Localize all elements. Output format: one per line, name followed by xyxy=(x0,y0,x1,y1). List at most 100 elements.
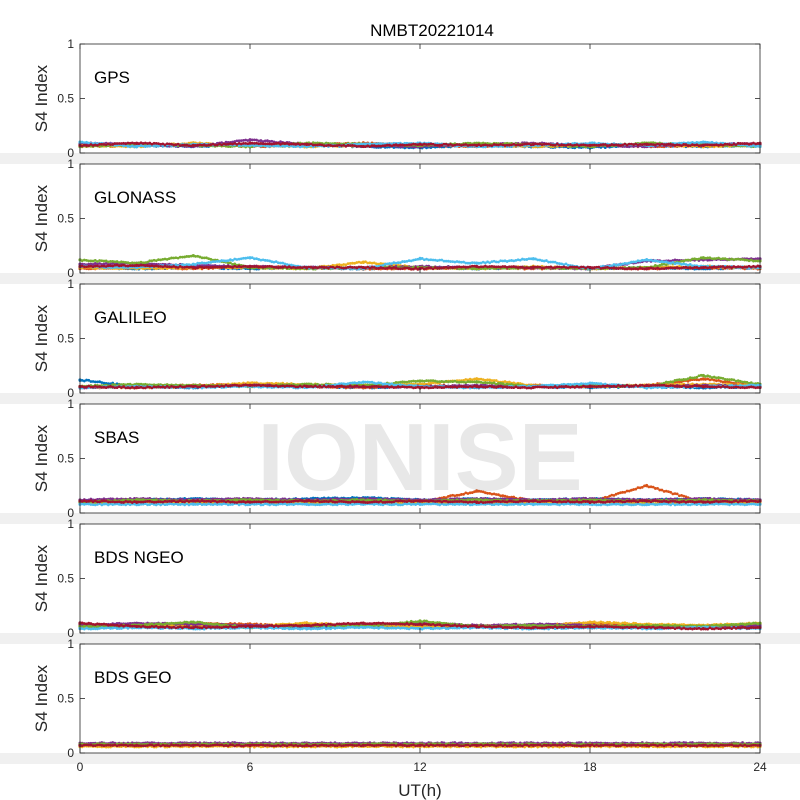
data-point xyxy=(418,257,422,261)
data-point xyxy=(324,141,328,145)
data-point xyxy=(244,144,248,147)
data-point xyxy=(87,141,91,145)
data-point xyxy=(231,140,234,144)
data-point xyxy=(531,257,535,261)
data-point xyxy=(377,142,380,146)
data-point xyxy=(475,261,479,265)
data-point xyxy=(316,141,319,145)
data-point xyxy=(361,144,365,149)
data-point xyxy=(305,265,309,270)
data-point xyxy=(425,146,428,150)
data-point xyxy=(224,140,228,144)
data-point xyxy=(283,145,287,148)
data-point xyxy=(130,144,134,148)
data-point xyxy=(475,264,479,269)
data-point xyxy=(531,265,535,270)
plot-area xyxy=(80,284,760,393)
data-point xyxy=(248,256,252,260)
data-point xyxy=(603,146,607,150)
data-point xyxy=(701,143,705,147)
data-point xyxy=(296,144,300,148)
data-point xyxy=(259,144,263,148)
data-point xyxy=(266,139,269,143)
data-point xyxy=(157,144,160,148)
data-point xyxy=(645,267,649,271)
data-point xyxy=(287,144,291,148)
data-point xyxy=(239,139,243,142)
data-point xyxy=(396,141,400,145)
data-point xyxy=(255,143,258,147)
data-point xyxy=(248,138,252,142)
panel-separator xyxy=(0,153,800,164)
data-point xyxy=(255,138,258,142)
data-point xyxy=(252,144,256,148)
data-point xyxy=(627,145,631,149)
data-point xyxy=(292,145,295,148)
data-point xyxy=(261,140,265,143)
data-point xyxy=(270,139,274,143)
y-axis-label: S4 Index xyxy=(32,64,51,132)
y-tick-label: 0.5 xyxy=(57,92,74,106)
data-point xyxy=(357,142,361,146)
data-point xyxy=(248,264,252,269)
data-point xyxy=(143,145,147,148)
data-point xyxy=(298,145,302,149)
data-point xyxy=(333,141,337,145)
data-point xyxy=(152,144,156,148)
data-point xyxy=(503,142,507,145)
data-point xyxy=(228,145,232,149)
data-point xyxy=(85,140,88,144)
data-point xyxy=(403,141,407,145)
data-point xyxy=(128,145,132,148)
panel-separator xyxy=(0,273,800,284)
data-point xyxy=(479,142,483,145)
data-point xyxy=(252,138,256,142)
data-point xyxy=(294,145,298,148)
data-point xyxy=(263,144,267,148)
data-point xyxy=(146,144,149,148)
data-point xyxy=(276,144,280,148)
data-point xyxy=(392,146,396,149)
data-point xyxy=(82,141,86,145)
y-tick-label: 0.5 xyxy=(57,212,74,226)
y-tick-label: 1 xyxy=(67,157,74,171)
data-point xyxy=(311,141,315,145)
data-point xyxy=(266,144,269,148)
data-point xyxy=(531,142,535,146)
data-point xyxy=(191,253,195,258)
y-tick-label: 1 xyxy=(67,37,74,51)
data-point xyxy=(368,142,372,146)
data-point xyxy=(701,265,705,270)
data-point xyxy=(248,141,252,145)
data-point xyxy=(268,144,272,148)
figure-title: NMBT20221014 xyxy=(370,21,494,40)
data-point xyxy=(279,140,282,144)
data-point xyxy=(135,263,139,267)
data-point xyxy=(237,144,241,148)
data-point xyxy=(645,142,649,146)
data-point xyxy=(300,145,304,148)
data-point xyxy=(268,139,272,143)
data-point xyxy=(80,140,84,144)
data-point xyxy=(191,265,195,270)
data-point xyxy=(242,138,245,142)
data-point xyxy=(250,138,254,142)
data-point xyxy=(281,144,285,148)
data-point xyxy=(701,140,705,144)
data-point xyxy=(154,143,158,147)
data-point xyxy=(148,144,152,148)
plot-area xyxy=(80,44,760,153)
data-point xyxy=(244,138,248,142)
data-point xyxy=(361,260,365,264)
data-point xyxy=(237,139,241,143)
data-point xyxy=(191,262,195,266)
data-point xyxy=(475,143,479,147)
data-point xyxy=(375,142,378,146)
data-point xyxy=(466,141,470,145)
data-point xyxy=(305,142,309,146)
data-point xyxy=(257,139,261,143)
